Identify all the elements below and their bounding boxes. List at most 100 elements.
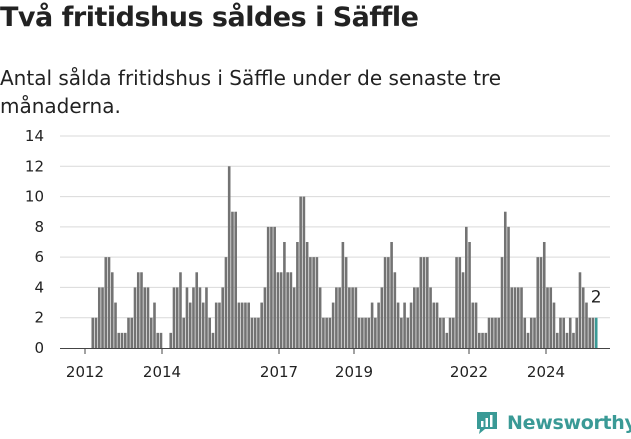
bar — [409, 302, 413, 348]
bar — [377, 302, 380, 348]
bar — [227, 166, 231, 348]
bar — [396, 302, 400, 348]
bar — [458, 257, 462, 348]
y-tick-label: 14 — [25, 127, 44, 145]
x-tick-label: 2022 — [450, 363, 488, 381]
bar — [367, 317, 371, 348]
bar — [335, 287, 338, 348]
bar — [221, 287, 224, 348]
bar — [546, 287, 549, 348]
bar — [588, 317, 592, 348]
bar — [529, 317, 533, 348]
bar — [591, 317, 595, 348]
bar — [153, 302, 156, 348]
chart-title: Två fritidshus såldes i Säffle — [0, 2, 419, 33]
bar — [110, 272, 114, 348]
bar — [185, 287, 189, 348]
bar — [361, 317, 364, 348]
bar — [198, 287, 202, 348]
bar — [234, 211, 237, 348]
bar — [328, 317, 332, 348]
bar — [520, 287, 523, 348]
bar — [364, 317, 367, 348]
bar — [325, 317, 328, 348]
bar — [341, 242, 345, 348]
bar — [585, 302, 588, 348]
bar — [380, 287, 384, 348]
bar — [276, 272, 280, 348]
y-tick-label: 4 — [34, 278, 44, 296]
y-tick-label: 10 — [25, 188, 44, 206]
bar — [351, 287, 354, 348]
bar — [136, 272, 140, 348]
bar — [123, 332, 127, 348]
bar — [539, 257, 543, 348]
x-tick-label: 2019 — [335, 363, 373, 381]
bar — [426, 257, 429, 348]
bar — [214, 302, 218, 348]
bar — [156, 332, 160, 348]
bar — [455, 257, 458, 348]
bar — [559, 317, 562, 348]
bar — [484, 332, 488, 348]
bar — [331, 302, 335, 348]
bar — [292, 287, 296, 348]
bar — [536, 257, 540, 348]
bar — [322, 317, 325, 348]
bar — [568, 317, 572, 348]
bar — [497, 317, 501, 348]
bar — [143, 287, 147, 348]
bar — [263, 287, 267, 348]
bar — [439, 317, 442, 348]
bar — [120, 332, 124, 348]
bar — [299, 196, 302, 348]
bar — [257, 317, 260, 348]
bar — [461, 272, 465, 348]
bar — [338, 287, 341, 348]
bar — [318, 287, 322, 348]
bar — [357, 317, 361, 348]
bar — [555, 332, 559, 348]
bar — [312, 257, 315, 348]
bar — [419, 257, 423, 348]
y-tick-label: 6 — [34, 248, 44, 266]
bar — [523, 317, 527, 348]
bar — [549, 287, 553, 348]
bar — [562, 317, 566, 348]
bar — [270, 226, 273, 348]
bar — [370, 302, 374, 348]
bar — [146, 287, 150, 348]
bar — [273, 226, 276, 348]
bar — [208, 317, 212, 348]
bar — [159, 332, 163, 348]
bar — [296, 242, 299, 348]
bar — [149, 317, 153, 348]
bar — [542, 242, 546, 348]
bar — [526, 332, 530, 348]
bar — [205, 287, 208, 348]
bar — [403, 302, 406, 348]
bar — [218, 302, 221, 348]
bar — [172, 287, 176, 348]
bar — [283, 242, 286, 348]
bar — [474, 302, 478, 348]
bar — [201, 302, 205, 348]
x-tick-label: 2012 — [66, 363, 104, 381]
newsworthy-logo: Newsworthy — [475, 408, 631, 438]
bar — [510, 287, 514, 348]
bar — [101, 287, 104, 348]
bar — [91, 317, 95, 348]
bar — [393, 272, 397, 348]
bar — [104, 257, 108, 348]
bar — [224, 257, 228, 348]
bar — [516, 287, 520, 348]
x-tick-label: 2017 — [260, 363, 298, 381]
bar — [400, 317, 403, 348]
bar — [406, 317, 410, 348]
bar — [435, 302, 439, 348]
bar — [465, 226, 468, 348]
bar — [302, 196, 306, 348]
y-tick-label: 8 — [34, 218, 44, 236]
bar — [432, 302, 436, 348]
